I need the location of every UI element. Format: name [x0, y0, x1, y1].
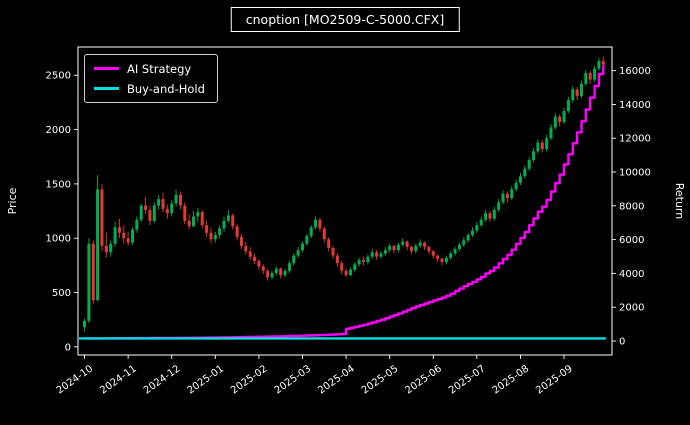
- left-axis-ticks: 0 500 1000 1500 2000 2500: [46, 71, 78, 353]
- svg-text:2024-10: 2024-10: [55, 363, 96, 396]
- legend-item-buy-and-hold: Buy-and-Hold: [94, 81, 205, 96]
- svg-text:2024-12: 2024-12: [142, 363, 183, 396]
- svg-text:2000: 2000: [619, 303, 644, 314]
- svg-text:10000: 10000: [619, 168, 651, 179]
- svg-text:14000: 14000: [619, 100, 651, 111]
- legend: AI Strategy Buy-and-Hold: [84, 54, 218, 103]
- svg-text:2025-05: 2025-05: [360, 363, 401, 396]
- buy-and-hold-line-swatch: [94, 87, 119, 90]
- svg-text:2025-08: 2025-08: [491, 363, 532, 396]
- svg-text:2025-09: 2025-09: [534, 363, 575, 396]
- right-axis-label: Return: [673, 183, 686, 220]
- svg-text:1000: 1000: [46, 234, 71, 245]
- svg-text:2000: 2000: [46, 125, 71, 136]
- svg-text:2025-04: 2025-04: [316, 363, 357, 396]
- svg-text:0: 0: [65, 342, 71, 353]
- svg-text:2024-11: 2024-11: [98, 363, 139, 396]
- price-candles: [83, 56, 605, 332]
- svg-text:2025-02: 2025-02: [229, 363, 270, 396]
- svg-text:0: 0: [619, 336, 625, 347]
- svg-text:8000: 8000: [619, 201, 644, 212]
- svg-text:12000: 12000: [619, 134, 651, 145]
- x-axis-ticks: 2024-10 2024-11 2024-12 2025-01 2025-02 2025-…: [55, 355, 575, 396]
- plot-border: [77, 46, 613, 356]
- svg-text:16000: 16000: [619, 66, 651, 77]
- legend-label-ai-strategy: AI Strategy: [127, 61, 192, 76]
- right-axis-ticks: 0 2000 4000 6000 8000 10000 12000 14000 16000: [612, 66, 651, 347]
- svg-text:4000: 4000: [619, 269, 644, 280]
- chart-title: cnoption [MO2509-C-5000.CFX]: [230, 7, 460, 32]
- svg-text:2025-07: 2025-07: [447, 363, 488, 396]
- svg-text:1500: 1500: [46, 179, 71, 190]
- svg-text:2025-01: 2025-01: [185, 363, 226, 396]
- svg-text:6000: 6000: [619, 235, 644, 246]
- svg-text:2500: 2500: [46, 71, 71, 82]
- ai-strategy-line-swatch: [94, 67, 119, 70]
- svg-text:500: 500: [52, 288, 71, 299]
- legend-item-ai-strategy: AI Strategy: [94, 61, 205, 76]
- legend-label-buy-and-hold: Buy-and-Hold: [127, 81, 205, 96]
- left-axis-label: Price: [6, 187, 19, 214]
- svg-text:2025-06: 2025-06: [403, 363, 444, 396]
- svg-text:2025-03: 2025-03: [273, 363, 314, 396]
